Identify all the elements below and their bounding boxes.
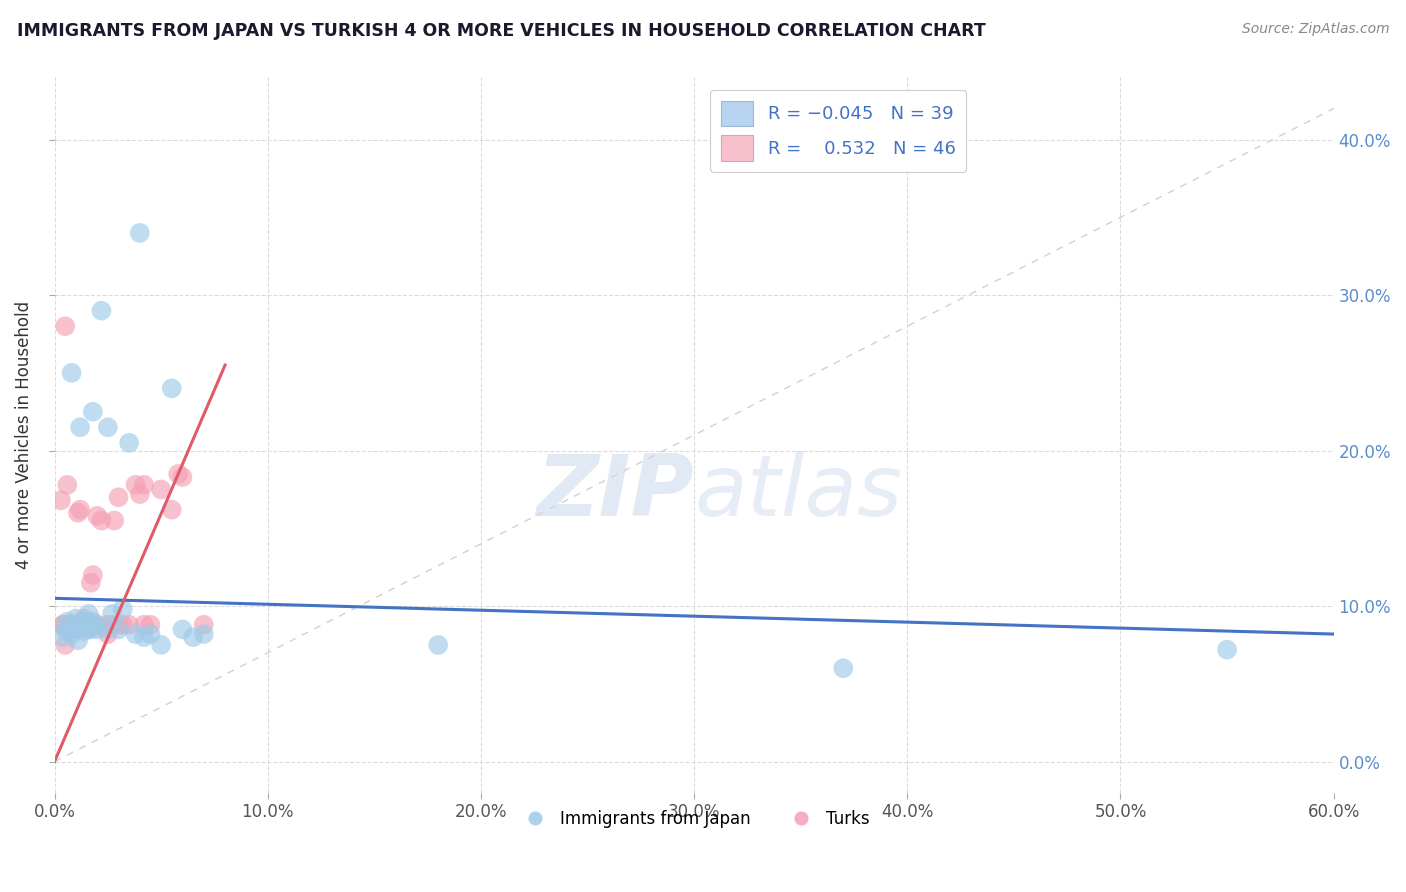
Point — [60, 617, 83, 632]
Y-axis label: 4 or more Vehicles in Household: 4 or more Vehicles in Household — [15, 301, 32, 569]
Point — [77, 621, 100, 635]
Point — [73, 624, 96, 638]
Point — [150, 483, 173, 497]
Point — [65, 617, 87, 632]
Point — [124, 627, 146, 641]
Text: Source: ZipAtlas.com: Source: ZipAtlas.com — [1241, 22, 1389, 37]
Point — [58, 623, 80, 637]
Legend: Immigrants from Japan, Turks: Immigrants from Japan, Turks — [512, 803, 876, 834]
Point — [69, 621, 91, 635]
Point — [107, 617, 129, 632]
Point — [84, 617, 107, 632]
Point — [65, 611, 87, 625]
Text: ZIP: ZIP — [537, 450, 695, 533]
Point — [69, 420, 91, 434]
Point — [56, 617, 79, 632]
Point — [82, 568, 104, 582]
Point — [427, 638, 450, 652]
Point — [118, 435, 141, 450]
Point — [77, 607, 100, 621]
Point — [58, 623, 80, 637]
Point — [193, 627, 215, 641]
Point — [107, 623, 129, 637]
Point — [132, 477, 155, 491]
Point — [86, 508, 108, 523]
Point — [53, 638, 76, 652]
Point — [62, 623, 84, 637]
Point — [172, 623, 194, 637]
Point — [60, 617, 83, 632]
Point — [69, 502, 91, 516]
Point — [97, 617, 120, 632]
Point — [76, 617, 98, 632]
Point — [832, 661, 855, 675]
Point — [56, 477, 79, 491]
Point — [97, 420, 120, 434]
Point — [160, 381, 183, 395]
Point — [65, 617, 87, 632]
Point — [181, 630, 204, 644]
Point — [111, 602, 134, 616]
Point — [160, 502, 183, 516]
Point — [82, 615, 104, 629]
Point — [70, 617, 93, 632]
Point — [90, 303, 112, 318]
Point — [73, 611, 96, 625]
Point — [53, 319, 76, 334]
Point — [86, 623, 108, 637]
Point — [118, 617, 141, 632]
Point — [70, 615, 93, 629]
Point — [101, 617, 124, 632]
Point — [49, 493, 72, 508]
Point — [69, 617, 91, 632]
Point — [60, 366, 83, 380]
Point — [139, 627, 162, 641]
Point — [172, 470, 194, 484]
Point — [97, 623, 120, 637]
Point — [82, 617, 104, 632]
Point — [62, 623, 84, 637]
Point — [111, 617, 134, 632]
Point — [52, 617, 75, 632]
Text: IMMIGRANTS FROM JAPAN VS TURKISH 4 OR MORE VEHICLES IN HOUSEHOLD CORRELATION CHA: IMMIGRANTS FROM JAPAN VS TURKISH 4 OR MO… — [17, 22, 986, 40]
Point — [76, 617, 98, 632]
Point — [193, 617, 215, 632]
Point — [97, 627, 120, 641]
Point — [80, 623, 103, 637]
Point — [52, 617, 75, 632]
Point — [60, 627, 83, 641]
Point — [82, 405, 104, 419]
Point — [66, 633, 89, 648]
Point — [107, 490, 129, 504]
Point — [52, 630, 75, 644]
Point — [124, 477, 146, 491]
Point — [1216, 642, 1239, 657]
Point — [76, 615, 98, 629]
Point — [66, 506, 89, 520]
Point — [101, 607, 124, 621]
Point — [90, 514, 112, 528]
Point — [53, 623, 76, 637]
Point — [132, 630, 155, 644]
Point — [86, 617, 108, 632]
Point — [103, 514, 125, 528]
Point — [80, 575, 103, 590]
Point — [150, 638, 173, 652]
Point — [128, 226, 150, 240]
Text: atlas: atlas — [695, 450, 903, 533]
Point — [167, 467, 190, 481]
Point — [128, 487, 150, 501]
Point — [139, 617, 162, 632]
Point — [62, 617, 84, 632]
Point — [56, 615, 79, 629]
Point — [132, 617, 155, 632]
